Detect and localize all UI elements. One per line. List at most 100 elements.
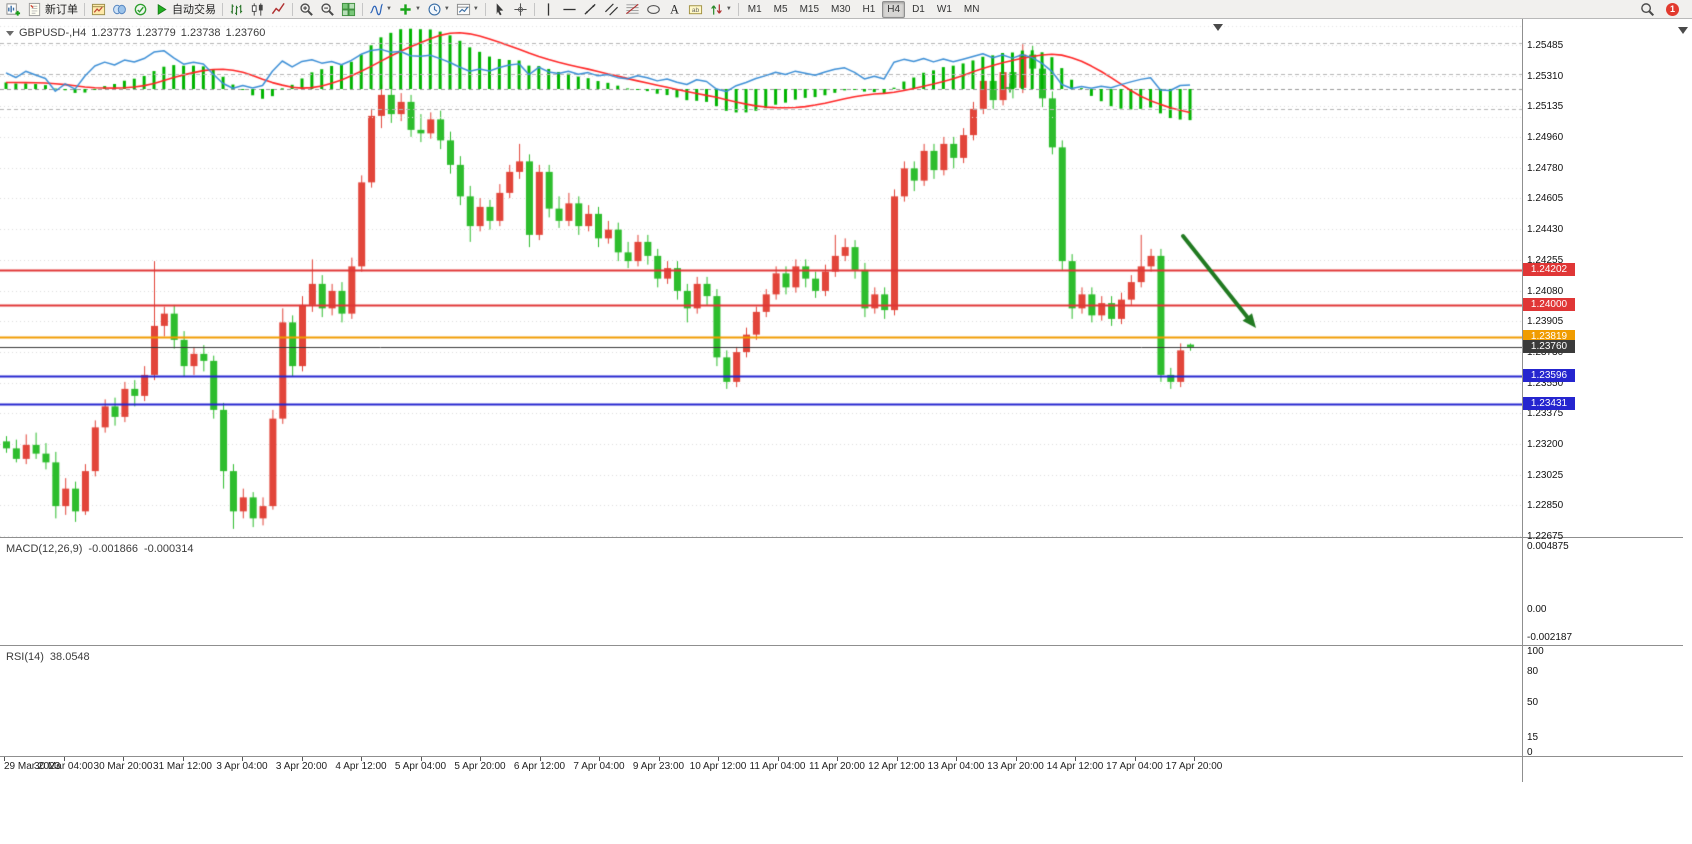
line-chart-icon[interactable]	[268, 1, 289, 18]
market-watch-icon[interactable]	[130, 1, 151, 18]
add-indicator-icon[interactable]: ▼	[395, 1, 424, 18]
scroll-arrow-icon[interactable]	[1678, 27, 1688, 34]
time-axis-label: 31 Mar 12:00	[153, 761, 212, 772]
ohlc-bars-icon[interactable]	[226, 1, 247, 18]
price-tag: 1.24202	[1523, 262, 1575, 276]
chevron-down-icon[interactable]: ▼	[443, 6, 450, 12]
toolbar-separator	[292, 2, 293, 16]
timeframe-button-m15[interactable]: M15	[799, 3, 820, 15]
time-axis-label: 12 Apr 12:00	[868, 761, 925, 772]
price-axis-label: 1.23905	[1527, 316, 1564, 328]
cursor-icon[interactable]	[489, 1, 510, 18]
chevron-down-icon[interactable]: ▼	[472, 6, 479, 12]
time-axis-label: 3 Apr 04:00	[216, 761, 268, 772]
price-tag: 1.23596	[1523, 368, 1575, 382]
timeframe-button-m1[interactable]: M1	[747, 3, 762, 15]
notification-badge[interactable]: 1	[1666, 2, 1679, 16]
price-axis-label: 1.24780	[1527, 162, 1564, 174]
text-icon[interactable]: A	[664, 1, 685, 18]
time-axis-label: 6 Apr 12:00	[513, 761, 566, 772]
toolbar-separator	[84, 2, 85, 16]
chart-collapse-icon[interactable]	[6, 30, 14, 36]
profiles-icon[interactable]	[109, 1, 130, 18]
time-scale-divider[interactable]	[0, 756, 1683, 757]
auto-trading-button-label: 自动交易	[172, 4, 216, 16]
horizontal-line-icon[interactable]	[559, 1, 580, 18]
time-axis-label: 3 Apr 20:00	[275, 761, 328, 772]
toolbar-separator	[222, 2, 223, 16]
timeframe-button-w1[interactable]: W1	[936, 3, 952, 15]
chart-window-icon[interactable]	[88, 1, 109, 18]
candlestick-icon[interactable]	[247, 1, 268, 18]
rsi-axis-label: 0	[1527, 747, 1533, 758]
time-axis-tick	[718, 757, 719, 761]
zoom-out-icon[interactable]	[317, 1, 338, 18]
toolbar-separator	[484, 2, 486, 16]
rsi-indicator-label[interactable]: RSI(14) 38.0548	[6, 651, 90, 663]
time-axis-tick	[420, 757, 422, 761]
time-axis-tick	[301, 757, 303, 761]
zoom-in-icon[interactable]	[296, 1, 317, 18]
crosshair-icon[interactable]	[510, 1, 531, 18]
price-axis-separator	[1522, 19, 1523, 782]
text-label-icon[interactable]: ab	[685, 1, 706, 18]
chevron-down-icon[interactable]: ▼	[725, 6, 732, 12]
tile-windows-icon[interactable]	[338, 1, 359, 18]
price-axis-label: 1.25135	[1527, 101, 1564, 113]
time-axis-label: 13 Apr 20:00	[987, 761, 1044, 772]
price-tag: 1.23760	[1523, 339, 1575, 353]
timeframe-button-d1[interactable]: D1	[912, 3, 925, 15]
price-axis-label: 1.25485	[1527, 40, 1564, 51]
panel-divider[interactable]	[0, 537, 1683, 538]
price-axis-label: 1.25310	[1527, 70, 1564, 82]
arrows-icon[interactable]: ▼	[706, 1, 735, 18]
panel-divider[interactable]	[0, 645, 1683, 646]
new-order-button[interactable]: 新订单	[24, 1, 81, 18]
trendline-icon[interactable]	[580, 1, 601, 18]
price-axis-label: 1.24430	[1527, 224, 1564, 236]
periods-clock-icon[interactable]: ▼	[424, 1, 453, 18]
chart-symbol-label: GBPUSD-,H4	[19, 27, 87, 39]
auto-trading-button[interactable]: 自动交易	[151, 1, 219, 18]
timeframe-button-mn[interactable]: MN	[963, 3, 980, 15]
vertical-line-icon[interactable]	[538, 1, 559, 18]
timeframe-button-m30[interactable]: M30	[831, 3, 851, 15]
time-axis-tick	[539, 757, 541, 761]
rsi-name: RSI(14)	[6, 651, 44, 663]
chevron-down-icon[interactable]: ▼	[414, 6, 421, 12]
chevron-down-icon[interactable]: ▼	[386, 6, 392, 12]
chart-shift-marker[interactable]	[1213, 24, 1223, 31]
time-axis-tick	[1194, 757, 1195, 761]
chart-window[interactable]: GBPUSD-,H4 1.23773 1.23779 1.23738 1.237…	[0, 19, 1692, 844]
timeframe-button-h4[interactable]: H4	[882, 0, 906, 18]
price-axis-label: 1.24960	[1527, 132, 1564, 144]
time-axis-tick	[1134, 757, 1136, 761]
shapes-icon[interactable]	[643, 1, 664, 18]
time-axis-label: 4 Apr 12:00	[335, 761, 387, 772]
svg-text:A: A	[670, 2, 679, 16]
rsi-axis-label: 50	[1527, 696, 1539, 708]
fibonacci-icon[interactable]	[622, 1, 643, 18]
time-axis-label: 14 Apr 12:00	[1046, 761, 1104, 772]
ohlc-open: 1.23773	[91, 27, 132, 39]
time-axis-label: 17 Apr 20:00	[1165, 761, 1223, 772]
search-icon[interactable]	[1637, 1, 1658, 18]
rsi-canvas[interactable]	[0, 19, 1522, 128]
time-axis-label: 10 Apr 12:00	[689, 761, 747, 772]
rsi-axis-label: 100	[1527, 646, 1544, 657]
timeframe-button-m5[interactable]: M5	[773, 3, 788, 15]
macd-indicator-label[interactable]: MACD(12,26,9) -0.001866 -0.000314	[6, 543, 194, 555]
time-axis-tick	[896, 757, 898, 761]
time-axis-label: 7 Apr 04:00	[573, 761, 625, 772]
new-chart-icon[interactable]	[3, 1, 24, 18]
channel-icon[interactable]	[601, 1, 622, 18]
time-axis-label: 11 Apr 04:00	[749, 761, 806, 772]
price-tag: 1.23431	[1523, 397, 1575, 411]
time-axis-tick	[182, 757, 184, 761]
time-axis-label: 5 Apr 04:00	[394, 761, 447, 772]
timeframe-button-h1[interactable]: H1	[862, 3, 876, 15]
indicators-icon[interactable]: ▼	[366, 1, 395, 18]
time-axis-tick	[658, 757, 660, 761]
templates-icon[interactable]: ▼	[453, 1, 482, 18]
